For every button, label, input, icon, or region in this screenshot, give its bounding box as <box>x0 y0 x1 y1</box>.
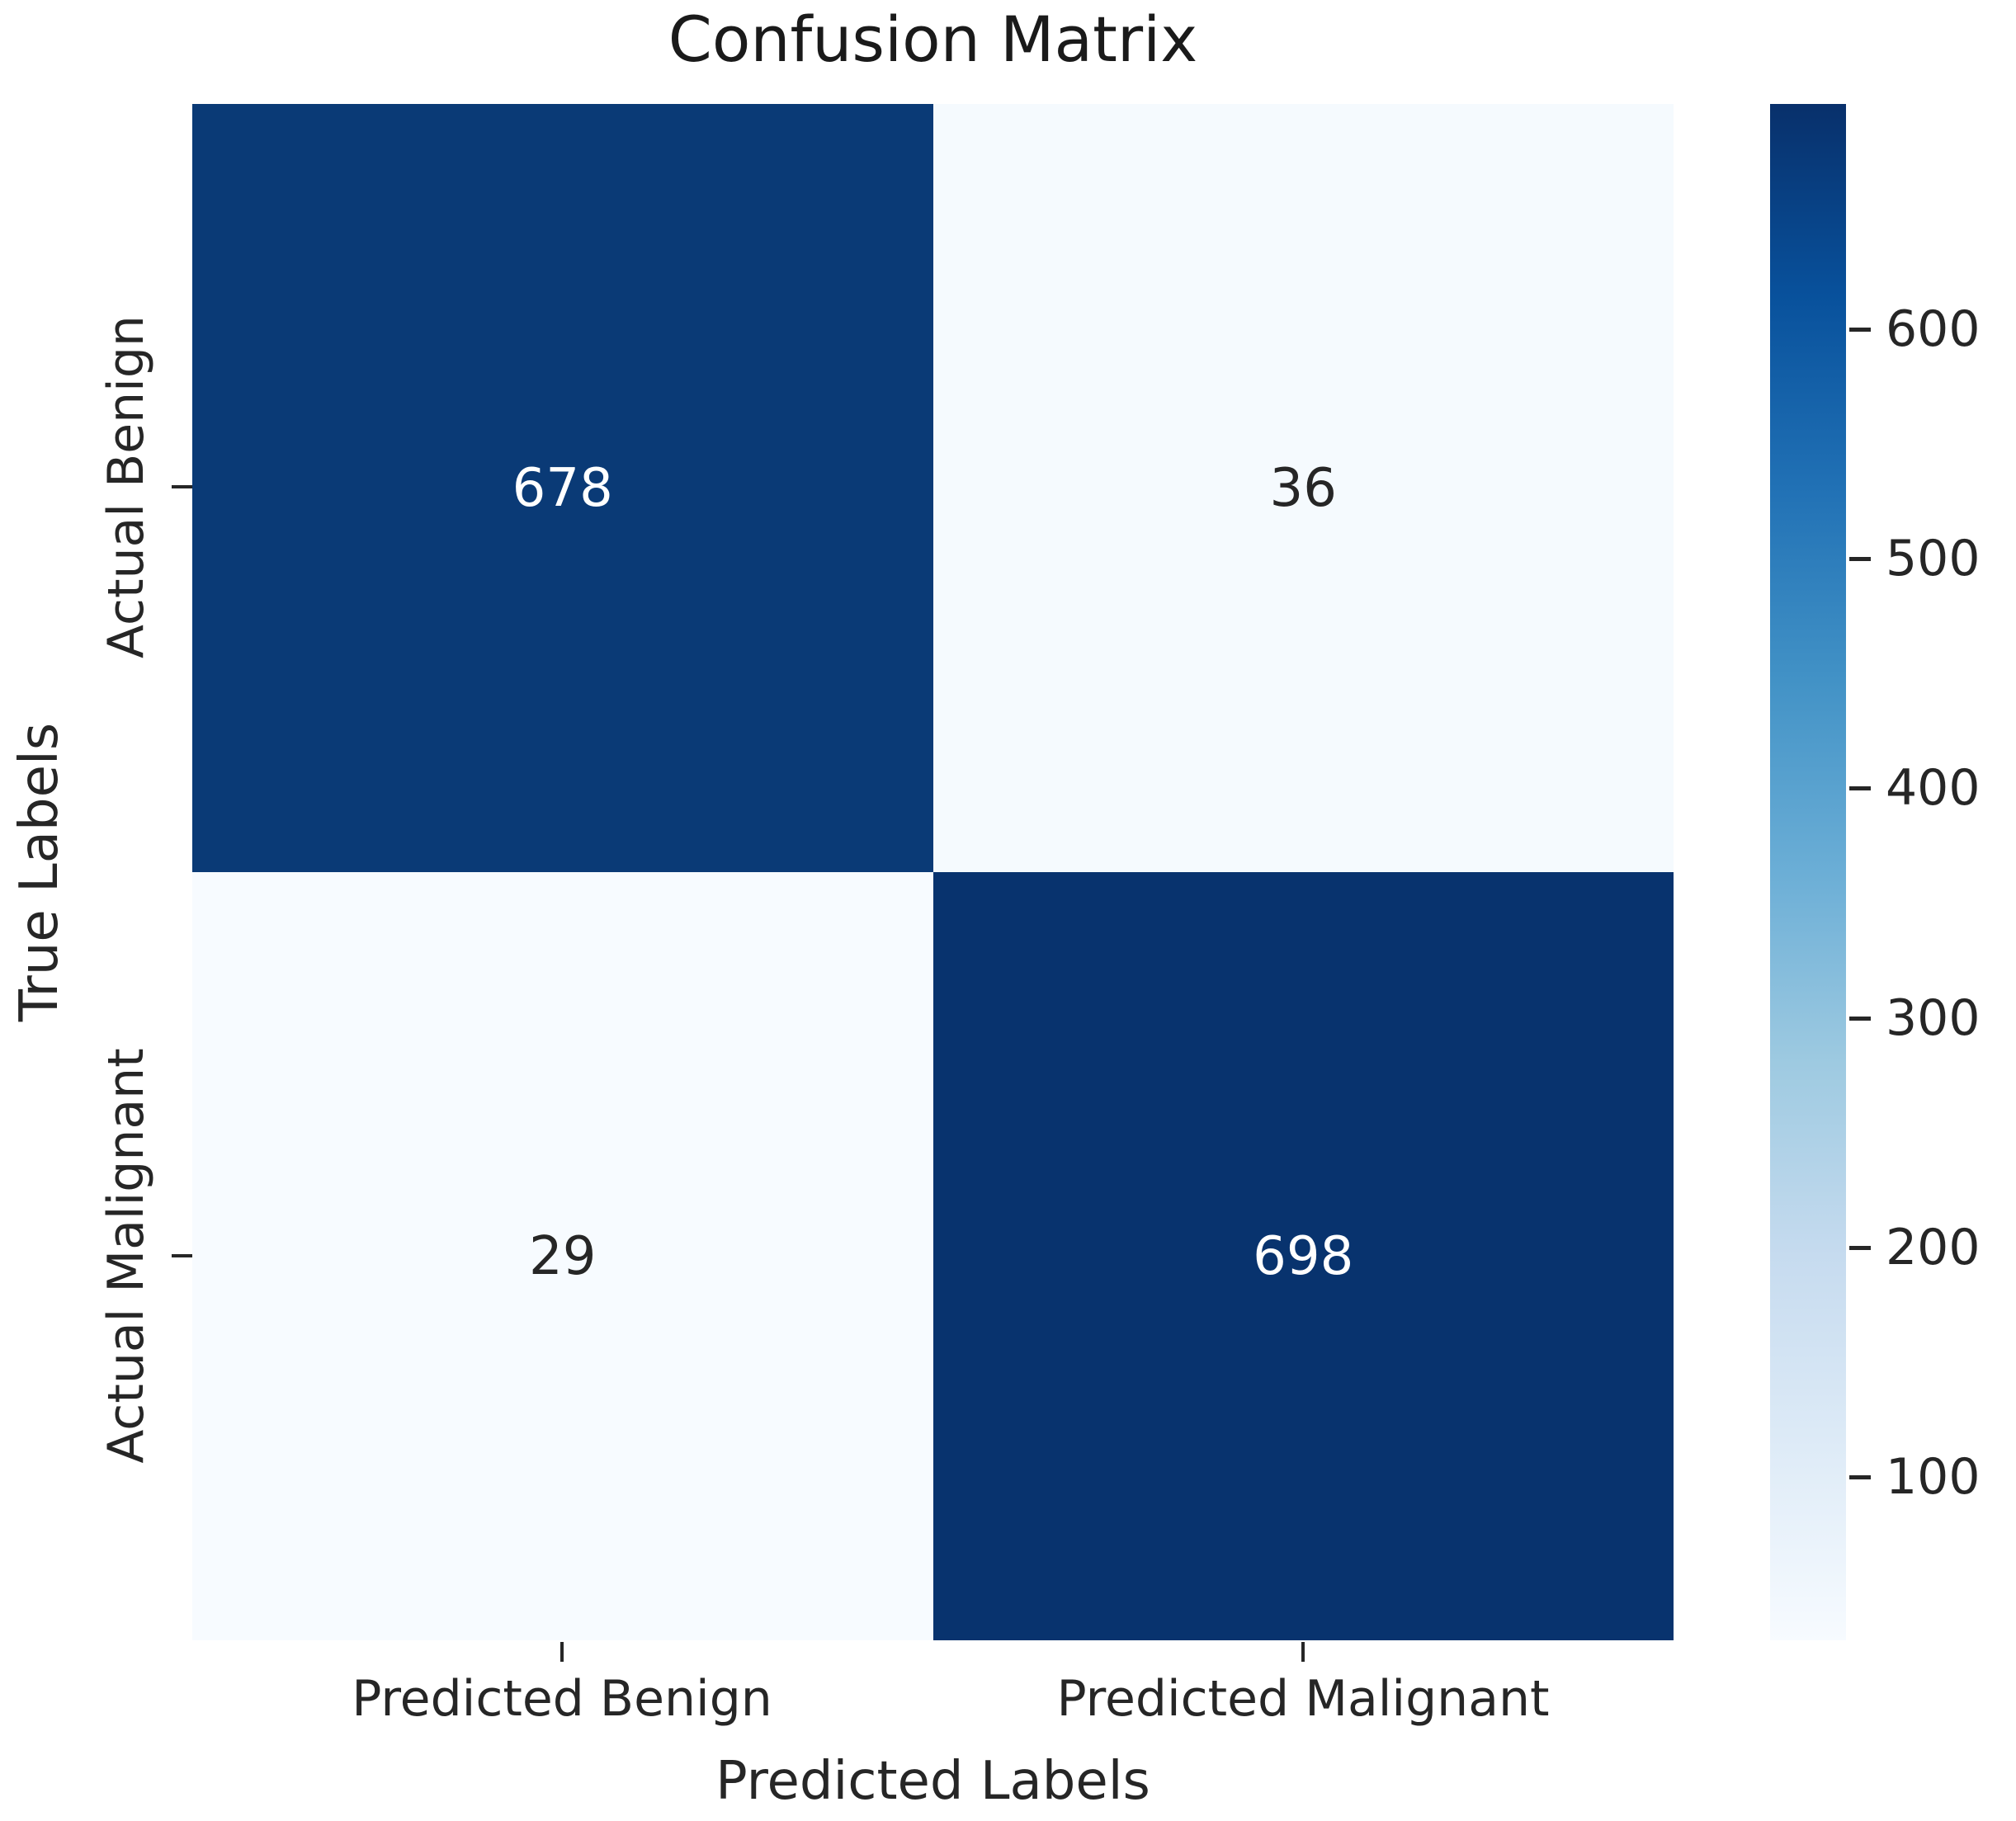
colorbar-tick-label: 600 <box>1886 300 1981 358</box>
y-tick-label-text: Actual Malignant <box>97 1048 155 1464</box>
x-tick-mark-malignant <box>1301 1642 1305 1662</box>
colorbar-tick-label: 300 <box>1886 988 1981 1047</box>
colorbar-tick-dash <box>1849 786 1871 791</box>
heatmap-grid: 678 36 29 698 <box>192 104 1674 1640</box>
colorbar-tick-label: 400 <box>1886 759 1981 818</box>
colorbar-tick-dash <box>1849 1246 1871 1251</box>
x-tick-label-benign: Predicted Benign <box>352 1670 772 1728</box>
x-axis-title: Predicted Labels <box>715 1751 1150 1812</box>
colorbar: 600 500 400 300 200 100 <box>1770 104 1981 1640</box>
colorbar-tick-label: 100 <box>1886 1448 1981 1507</box>
x-tick-mark-benign <box>560 1642 564 1662</box>
y-axis-title-text: True Labels <box>9 722 70 1022</box>
heatmap-cell-true-benign-pred-malignant: 36 <box>932 104 1674 872</box>
cell-value: 29 <box>529 1225 597 1287</box>
chart-title: Confusion Matrix <box>668 2 1198 76</box>
colorbar-tick-dash <box>1849 1475 1871 1480</box>
colorbar-tick-dash <box>1849 327 1871 332</box>
colorbar-tick-dash <box>1849 1016 1871 1021</box>
y-tick-mark-malignant <box>172 1254 192 1257</box>
heatmap-cell-true-benign-pred-benign: 678 <box>192 104 933 872</box>
colorbar-tick-label: 200 <box>1886 1219 1981 1277</box>
y-tick-label-text: Actual Benign <box>97 315 155 658</box>
y-tick-mark-benign <box>172 485 192 488</box>
cell-value: 36 <box>1269 457 1337 519</box>
colorbar-gradient <box>1770 104 1846 1640</box>
heatmap-cell-true-malignant-pred-malignant: 698 <box>932 872 1674 1640</box>
colorbar-tick-label: 500 <box>1886 530 1981 588</box>
cell-value: 698 <box>1253 1225 1354 1287</box>
cell-value: 678 <box>512 457 613 519</box>
x-tick-label-malignant: Predicted Malignant <box>1056 1670 1550 1728</box>
heatmap-cell-true-malignant-pred-benign: 29 <box>192 872 933 1640</box>
colorbar-tick-dash <box>1849 557 1871 562</box>
